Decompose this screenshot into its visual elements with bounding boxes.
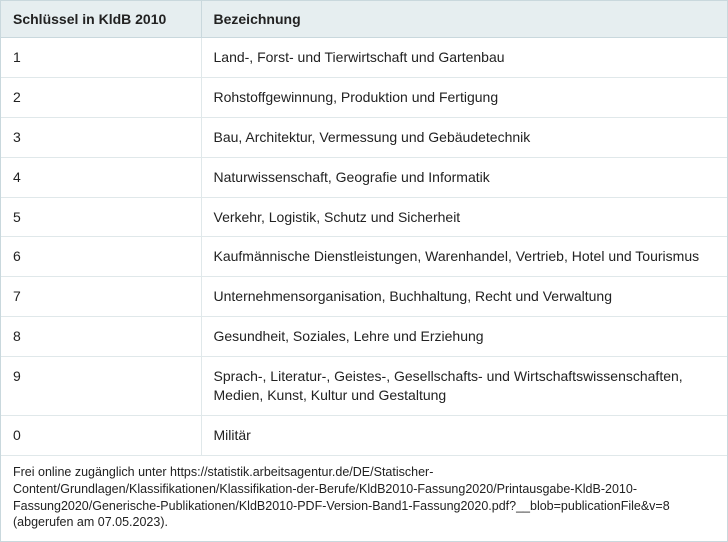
cell-label: Verkehr, Logistik, Schutz und Sicherheit [201,197,727,237]
table-row: 6 Kaufmännische Dienstleistungen, Warenh… [1,237,727,277]
col-header-label: Bezeichnung [201,1,727,38]
table-body: 1 Land-, Forst- und Tierwirtschaft und G… [1,38,727,455]
table-row: 4 Naturwissenschaft, Geografie und Infor… [1,157,727,197]
table-row: 1 Land-, Forst- und Tierwirtschaft und G… [1,38,727,78]
cell-label: Rohstoffgewinnung, Produktion und Fertig… [201,77,727,117]
cell-key: 6 [1,237,201,277]
cell-key: 8 [1,317,201,357]
cell-label: Kaufmännische Dienstleistungen, Warenhan… [201,237,727,277]
cell-key: 3 [1,117,201,157]
col-header-key: Schlüssel in KldB 2010 [1,1,201,38]
table-footnote: Frei online zugänglich unter https://sta… [1,455,727,542]
cell-key: 0 [1,415,201,454]
cell-label: Militär [201,415,727,454]
cell-label: Sprach-, Literatur-, Geistes-, Gesellsch… [201,357,727,416]
cell-label: Land-, Forst- und Tierwirtschaft und Gar… [201,38,727,78]
table-row: 7 Unternehmensorganisation, Buchhaltung,… [1,277,727,317]
cell-key: 2 [1,77,201,117]
cell-label: Unternehmensorganisation, Buchhaltung, R… [201,277,727,317]
cell-label: Gesundheit, Soziales, Lehre und Erziehun… [201,317,727,357]
cell-label: Bau, Architektur, Vermessung und Gebäude… [201,117,727,157]
cell-key: 4 [1,157,201,197]
kldb-table-container: Schlüssel in KldB 2010 Bezeichnung 1 Lan… [0,0,728,542]
kldb-table: Schlüssel in KldB 2010 Bezeichnung 1 Lan… [1,1,727,455]
cell-key: 1 [1,38,201,78]
table-header-row: Schlüssel in KldB 2010 Bezeichnung [1,1,727,38]
cell-key: 7 [1,277,201,317]
table-row: 5 Verkehr, Logistik, Schutz und Sicherhe… [1,197,727,237]
table-row: 0 Militär [1,415,727,454]
table-row: 2 Rohstoffgewinnung, Produktion und Fert… [1,77,727,117]
table-row: 8 Gesundheit, Soziales, Lehre und Erzieh… [1,317,727,357]
cell-key: 5 [1,197,201,237]
table-row: 9 Sprach-, Literatur-, Geistes-, Gesells… [1,357,727,416]
table-row: 3 Bau, Architektur, Vermessung und Gebäu… [1,117,727,157]
cell-label: Naturwissenschaft, Geografie und Informa… [201,157,727,197]
cell-key: 9 [1,357,201,416]
